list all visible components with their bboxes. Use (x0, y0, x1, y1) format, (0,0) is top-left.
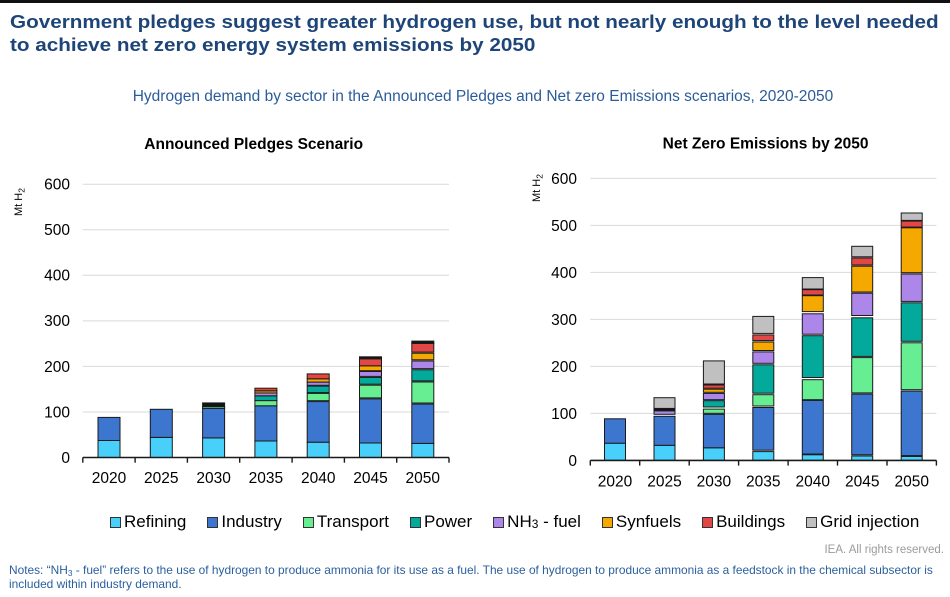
svg-text:0: 0 (61, 450, 70, 467)
svg-text:2045: 2045 (353, 470, 387, 487)
svg-text:2045: 2045 (845, 474, 879, 491)
svg-text:400: 400 (44, 268, 70, 285)
svg-text:2030: 2030 (697, 474, 732, 491)
svg-text:2035: 2035 (249, 470, 283, 487)
svg-text:500: 500 (44, 222, 70, 239)
svg-text:2035: 2035 (746, 474, 780, 491)
svg-text:2040: 2040 (301, 470, 336, 487)
svg-text:200: 200 (551, 359, 577, 376)
svg-text:100: 100 (551, 406, 577, 423)
svg-text:2020: 2020 (92, 470, 127, 487)
svg-text:300: 300 (551, 312, 577, 329)
svg-text:2050: 2050 (894, 474, 929, 491)
svg-text:2020: 2020 (598, 474, 633, 491)
svg-text:Net Zero Emissions by 2050: Net Zero Emissions by 2050 (663, 135, 869, 152)
svg-text:Mt H2: Mt H2 (531, 174, 545, 202)
svg-text:2050: 2050 (406, 470, 441, 487)
svg-text:500: 500 (551, 218, 577, 235)
svg-text:100: 100 (44, 404, 70, 421)
svg-text:Announced Pledges Scenario: Announced Pledges Scenario (144, 136, 363, 153)
svg-text:300: 300 (44, 313, 70, 330)
svg-text:2040: 2040 (796, 474, 831, 491)
svg-text:2030: 2030 (196, 470, 231, 487)
svg-text:Mt H2: Mt H2 (13, 188, 27, 216)
svg-text:600: 600 (44, 177, 70, 194)
svg-text:2025: 2025 (144, 470, 178, 487)
svg-text:200: 200 (44, 359, 70, 376)
svg-text:2025: 2025 (647, 474, 681, 491)
svg-text:400: 400 (551, 265, 577, 282)
svg-text:0: 0 (568, 453, 577, 470)
svg-text:600: 600 (551, 171, 577, 188)
